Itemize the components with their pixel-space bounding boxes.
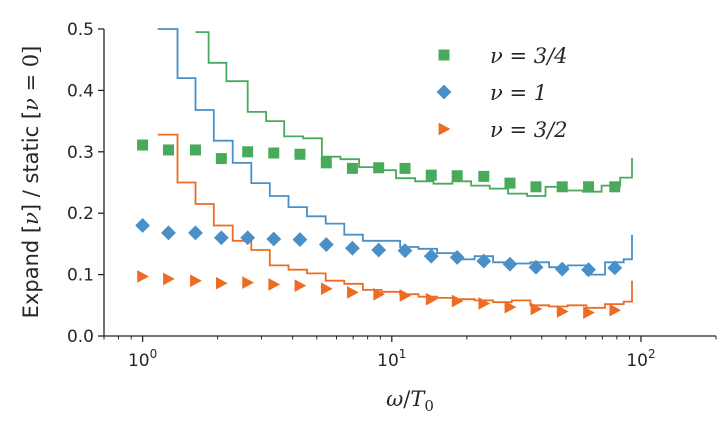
series-1-point (583, 181, 595, 193)
series-1-point (189, 144, 201, 156)
series-2-point (240, 230, 256, 246)
series-1-point (162, 144, 174, 156)
series-1-point (425, 169, 437, 181)
series-1-point (504, 177, 516, 189)
y-tick-label: 0.4 (67, 81, 94, 101)
y-tick-label: 0.3 (67, 143, 94, 163)
series-1-point (451, 170, 463, 182)
y-ticks: 0.0 0.1 0.2 0.3 0.4 0.5 (67, 20, 104, 347)
series-3-point (373, 287, 386, 301)
series-1-point (399, 162, 411, 174)
series-2-point (135, 218, 151, 233)
x-ticks: 100 101 102 (103, 336, 717, 371)
legend-label-2: ν = 1 (490, 81, 547, 105)
series-3-point (478, 297, 491, 310)
legend-marker-3 (438, 122, 451, 136)
series-3-point (137, 270, 149, 283)
series-3-point (190, 274, 202, 288)
series-2-point (528, 259, 544, 275)
series-2-point (502, 256, 518, 272)
series-3-point (609, 303, 622, 317)
series-1-point (215, 153, 227, 165)
series-1-point (346, 162, 358, 174)
y-tick-label: 0.1 (67, 266, 94, 286)
series-3-point (215, 276, 228, 290)
x-axis-label: ω/T0 (386, 387, 434, 415)
series-2-point (318, 237, 334, 252)
x-tick-label: 101 (377, 347, 406, 371)
series-2-point (292, 232, 308, 248)
series-3-point (242, 276, 254, 289)
series-1-point (320, 157, 332, 169)
series-3-point (583, 306, 595, 319)
series-3-point (268, 278, 281, 291)
series-2-point (581, 262, 596, 278)
series-2-point (371, 242, 387, 258)
y-tick-label: 0.5 (67, 20, 94, 40)
series-3-point (504, 300, 517, 314)
series-2-point (449, 249, 465, 265)
series-2-point (213, 230, 229, 246)
series-3-point (347, 286, 359, 299)
series-2-point (188, 225, 203, 241)
series-line-3 (157, 133, 633, 309)
series-3-point (320, 282, 333, 296)
x-tick-label: 102 (626, 347, 655, 371)
series-1-point (137, 139, 149, 151)
series-1-point (268, 147, 280, 159)
series-2-point (423, 248, 439, 264)
series-3-point (399, 289, 412, 302)
legend-marker-1 (438, 49, 450, 61)
y-tick-label: 0.2 (67, 204, 94, 224)
series-3-point (163, 272, 175, 286)
axes (103, 29, 716, 337)
series-3-point (530, 302, 543, 316)
series-2-point (161, 225, 176, 241)
series-1-point (242, 146, 254, 158)
y-tick-label: 0.0 (67, 327, 94, 347)
series-2-point (554, 261, 570, 277)
legend-marker-2 (436, 84, 452, 100)
series-1-point (530, 181, 542, 193)
series-points (135, 139, 623, 319)
series-3-point (556, 305, 569, 318)
series-3-point (294, 279, 307, 292)
legend-label-1: ν = 3/4 (490, 44, 568, 68)
series-2-point (476, 253, 492, 269)
series-1-point (373, 162, 385, 174)
series-1-point (556, 181, 568, 193)
series-1-point (609, 181, 621, 193)
legend: ν = 3/4 ν = 1 ν = 3/2 (436, 44, 568, 142)
legend-label-3: ν = 3/2 (490, 118, 568, 142)
series-1-point (294, 148, 306, 160)
series-2-point (266, 231, 282, 247)
series-2-point (397, 243, 413, 259)
series-line-2 (157, 28, 633, 276)
x-tick-label: 100 (128, 347, 157, 371)
series-1-point (478, 170, 490, 182)
series-3-point (425, 292, 438, 306)
series-2-point (607, 260, 623, 276)
series-2-point (344, 240, 360, 256)
series-3-point (451, 294, 464, 308)
y-axis-label: Expand [ν] / static [ν = 0] (19, 46, 43, 319)
